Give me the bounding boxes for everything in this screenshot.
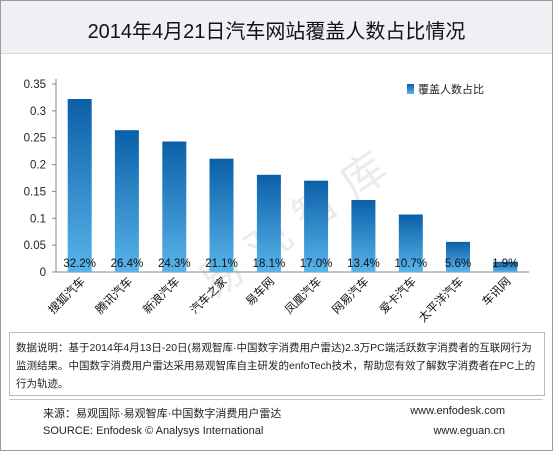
url-eguan: www.eguan.cn bbox=[433, 425, 505, 437]
bar bbox=[493, 261, 518, 272]
data-labels: 32.2% 26.4% 24.3% 21.1% 18.1% 17.0% 13.4% 10.7%… bbox=[63, 258, 518, 270]
x-tick-label: 腾讯汽车 bbox=[93, 274, 135, 316]
source-cn: 来源：易观国际·易观智库·中国数字消费用户雷达 bbox=[43, 408, 282, 420]
bar bbox=[162, 141, 187, 272]
bar-data-label: 5.6% bbox=[445, 258, 471, 270]
legend: 覆盖人数占比 bbox=[407, 82, 484, 96]
y-tick-label: 0.15 bbox=[24, 186, 46, 198]
bar-data-label: 26.4% bbox=[111, 258, 144, 270]
data-notes: 数据说明：基于2014年4月13日-20日(易观智库·中国数字消费用户雷达)2.… bbox=[9, 332, 545, 396]
y-tick-label: 0.25 bbox=[24, 133, 46, 145]
axes: 0 0.05 0.1 0.15 0.2 0.25 0.3 0.35 bbox=[24, 79, 529, 279]
bar-data-label: 32.2% bbox=[63, 258, 96, 270]
title-bar: 2014年4月21日汽车网站覆盖人数占比情况 bbox=[1, 1, 552, 54]
x-tick-label: 爱卡汽车 bbox=[376, 274, 418, 316]
bar-data-label: 10.7% bbox=[394, 258, 427, 270]
y-tick-label: 0 bbox=[40, 267, 46, 279]
bar bbox=[67, 99, 92, 272]
bar bbox=[209, 158, 234, 272]
bar bbox=[304, 180, 329, 272]
bar bbox=[446, 241, 470, 272]
bar-data-label: 24.3% bbox=[158, 258, 191, 270]
footer-divider bbox=[9, 399, 543, 400]
bar-data-label: 18.1% bbox=[253, 258, 286, 270]
bars bbox=[67, 99, 518, 272]
x-tick-label: 网易汽车 bbox=[329, 274, 371, 316]
bar-data-label: 21.1% bbox=[205, 258, 238, 270]
x-tick-label: 车讯网 bbox=[479, 274, 513, 308]
x-tick-label: 新浪汽车 bbox=[140, 274, 182, 316]
x-tick-label: 太平洋汽车 bbox=[416, 274, 467, 325]
x-tick-label: 搜狐汽车 bbox=[45, 274, 87, 316]
legend-label: 覆盖人数占比 bbox=[418, 82, 484, 96]
source-en: SOURCE: Enfodesk © Analysys Internationa… bbox=[43, 425, 264, 437]
chart-title: 2014年4月21日汽车网站覆盖人数占比情况 bbox=[87, 21, 466, 43]
y-tick-label: 0.1 bbox=[30, 213, 46, 225]
bar bbox=[114, 130, 139, 272]
url-enfodesk: www.enfodesk.com bbox=[410, 405, 505, 417]
bar bbox=[256, 174, 281, 272]
bar bbox=[398, 214, 423, 272]
y-tick-label: 0.35 bbox=[24, 79, 46, 91]
y-tick-label: 0.2 bbox=[30, 160, 46, 172]
legend-swatch bbox=[407, 84, 414, 94]
y-tick-label: 0.3 bbox=[30, 106, 46, 118]
bar-data-label: 17.0% bbox=[300, 258, 333, 270]
data-notes-text: 数据说明：基于2014年4月13日-20日(易观智库·中国数字消费用户雷达)2.… bbox=[16, 342, 536, 390]
bar-data-label: 1.9% bbox=[492, 258, 518, 270]
bar-chart: 易 观 智 库 00.050.10.150.20.250.30.35 32.2%… bbox=[24, 79, 529, 325]
bar bbox=[351, 200, 376, 272]
y-tick-label: 0.05 bbox=[24, 240, 46, 252]
x-tick-label: 凤凰汽车 bbox=[282, 274, 324, 316]
bar-data-label: 13.4% bbox=[347, 258, 380, 270]
